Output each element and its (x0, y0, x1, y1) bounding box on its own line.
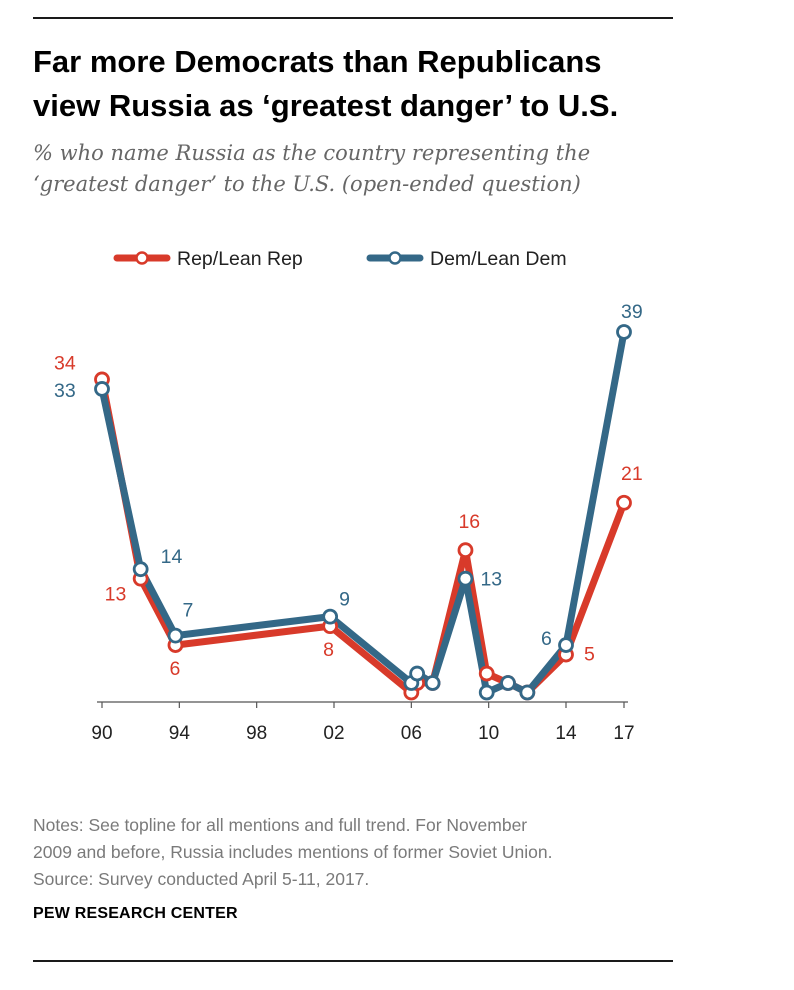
data-label: 33 (54, 380, 76, 402)
series-markers (94, 324, 632, 701)
x-tick-label: 02 (323, 723, 344, 744)
data-point-marker (424, 675, 441, 691)
data-labels: 13 6 8 16 5 21 33 14 7 9 13 6 39 34 (54, 301, 643, 680)
chart-subtitle-line-1: % who name Russia as the country represe… (33, 141, 591, 165)
data-point-marker (616, 324, 632, 340)
publisher-credit: PEW RESEARCH CENTER (33, 905, 238, 922)
data-label: 39 (621, 301, 643, 323)
data-point-marker (478, 684, 495, 701)
legend-label: Dem/Lean Dem (430, 248, 567, 270)
data-label: 9 (339, 589, 350, 611)
x-tick-label: 14 (555, 723, 577, 744)
data-label: 14 (161, 546, 183, 568)
chart-legend: Rep/Lean Rep Dem/Lean Dem (113, 248, 567, 270)
x-tick-label: 17 (613, 723, 634, 744)
chart-notes: Notes: See topline for all mentions and … (33, 812, 693, 893)
data-label: 8 (323, 639, 334, 661)
notes-line-2: 2009 and before, Russia includes mention… (33, 842, 553, 862)
chart-subtitle-line-2: ‘greatest danger’ to the U.S. (open-ende… (33, 172, 581, 196)
chart-title-line-2: view Russia as ‘greatest danger’ to U.S. (33, 88, 619, 123)
data-point-marker (457, 542, 474, 559)
line-chart: Rep/Lean Rep Dem/Lean Dem 90 94 98 02 06 10 14 1… (54, 248, 643, 744)
data-point-marker (558, 637, 574, 653)
data-point-marker (500, 675, 516, 691)
x-tick-label: 98 (246, 723, 267, 744)
data-label: 7 (182, 600, 193, 622)
data-label: 16 (458, 511, 480, 533)
data-point-marker (457, 570, 474, 587)
chart-subtitle: % who name Russia as the country represe… (33, 138, 693, 200)
data-point-marker (132, 561, 149, 578)
chart-title: Far more Democrats than Republicans view… (33, 40, 693, 128)
data-point-marker (616, 494, 632, 511)
data-label: 13 (480, 569, 502, 591)
data-label: 5 (584, 644, 595, 666)
x-tick-label: 10 (478, 723, 499, 744)
data-point-marker (322, 608, 339, 625)
top-rule (33, 17, 673, 19)
legend-label: Rep/Lean Rep (177, 248, 303, 270)
data-label: 34 (54, 352, 76, 374)
x-tick-label: 90 (91, 723, 112, 744)
legend-swatch-marker (135, 251, 149, 265)
data-point-marker (478, 665, 495, 682)
x-tick-label: 94 (169, 723, 191, 744)
chart-title-line-1: Far more Democrats than Republicans (33, 44, 602, 79)
data-point-marker (409, 665, 426, 682)
data-label: 13 (105, 584, 127, 606)
data-point-marker (94, 381, 110, 397)
data-label: 6 (541, 628, 552, 650)
bottom-rule (33, 960, 673, 962)
notes-line-1: Notes: See topline for all mentions and … (33, 815, 528, 835)
source-line: Source: Survey conducted April 5-11, 201… (33, 869, 370, 889)
x-axis-ticks: 90 94 98 02 06 10 14 17 (91, 702, 635, 744)
data-label: 6 (169, 658, 180, 680)
data-label: 21 (621, 463, 643, 485)
legend-swatch-marker (388, 251, 402, 265)
x-tick-label: 06 (401, 723, 422, 744)
data-point-marker (519, 684, 536, 701)
data-point-marker (167, 627, 184, 644)
